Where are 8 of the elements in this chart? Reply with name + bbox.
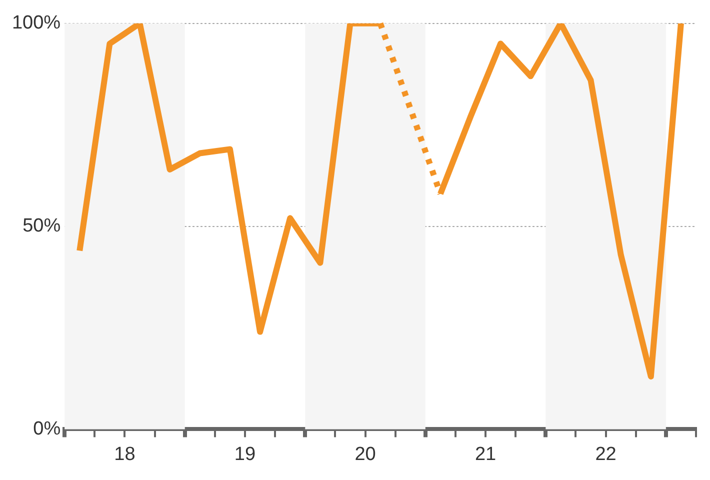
x-tick-label: 19 [234,444,256,465]
x-tick-label: 18 [114,444,136,465]
y-tick-label: 100% [12,12,61,34]
y-tick-label: 0% [33,418,61,440]
x-tick-label: 20 [354,444,376,465]
x-tick-label: 21 [474,444,496,465]
x-tick-label: 22 [595,444,616,465]
y-tick-label: 50% [22,216,61,237]
